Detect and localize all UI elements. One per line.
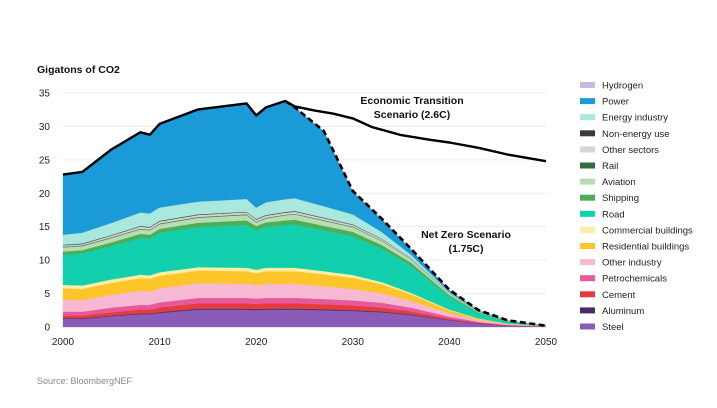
legend-item: Other sectors — [580, 145, 659, 156]
y-axis-title: Gigatons of CO2 — [37, 64, 120, 76]
x-tick-label: 2020 — [245, 337, 268, 348]
legend-swatch — [580, 291, 595, 298]
legend-label: Other industry — [602, 258, 662, 269]
legend-item: Commercial buildings — [580, 225, 693, 236]
legend-item: Power — [580, 97, 629, 108]
economic-transition-label-line1: Economic Transition — [360, 95, 463, 107]
y-tick-label: 0 — [44, 323, 50, 334]
legend-swatch — [580, 130, 595, 137]
economic-transition-label: Economic Transition Scenario (2.6C) — [360, 95, 463, 121]
legend-swatch — [580, 259, 595, 266]
legend: Hydrogen Power Energy industry Non-energy u… — [580, 81, 693, 333]
legend-swatch — [580, 275, 595, 282]
legend-label: Non-energy use — [602, 129, 670, 140]
y-tick-label: 30 — [39, 122, 51, 133]
x-tick-label: 2050 — [535, 337, 558, 348]
legend-item: Petrochemicals — [580, 274, 667, 285]
y-tick-label: 35 — [39, 89, 51, 100]
x-tick-labels: 2000 2010 2020 2030 2040 2050 — [52, 337, 558, 348]
legend-swatch — [580, 114, 595, 121]
y-tick-label: 5 — [44, 289, 50, 300]
y-tick-label: 10 — [39, 256, 51, 267]
legend-swatch — [580, 98, 595, 105]
net-zero-label-line2: (1.75C) — [448, 243, 483, 255]
y-tick-label: 20 — [39, 189, 51, 200]
net-zero-line — [284, 99, 547, 327]
stacked-areas — [62, 100, 547, 328]
legend-label: Power — [602, 97, 629, 108]
legend-item: Shipping — [580, 193, 639, 204]
net-zero-label: Net Zero Scenario (1.75C) — [421, 229, 511, 255]
x-tick-label: 2040 — [438, 337, 461, 348]
legend-item: Hydrogen — [580, 81, 643, 92]
legend-swatch — [580, 210, 595, 217]
legend-swatch — [580, 243, 595, 249]
legend-swatch — [580, 146, 595, 153]
legend-label: Steel — [602, 322, 624, 333]
x-tick-label: 2010 — [148, 337, 171, 348]
legend-item: Aviation — [580, 177, 636, 188]
legend-label: Shipping — [602, 193, 639, 204]
legend-label: Hydrogen — [602, 81, 643, 92]
legend-label: Cement — [602, 290, 636, 301]
net-zero-label-line1: Net Zero Scenario — [421, 229, 511, 241]
legend-item: Road — [580, 209, 625, 220]
y-tick-label: 15 — [39, 222, 51, 233]
legend-label: Rail — [602, 161, 618, 172]
y-tick-labels: 0 5 10 15 20 25 30 35 — [39, 89, 51, 334]
legend-item: Steel — [580, 322, 624, 333]
legend-item: Non-energy use — [580, 129, 670, 140]
legend-swatch — [580, 323, 595, 330]
legend-label: Aviation — [602, 177, 636, 188]
legend-label: Aluminum — [602, 306, 644, 317]
legend-label: Other sectors — [602, 145, 659, 156]
legend-item: Other industry — [580, 258, 662, 269]
legend-label: Residential buildings — [602, 242, 689, 253]
legend-swatch — [580, 82, 595, 88]
legend-swatch — [580, 226, 595, 233]
legend-item: Rail — [580, 161, 618, 172]
legend-item: Cement — [580, 290, 636, 301]
legend-item: Aluminum — [580, 306, 644, 317]
legend-item: Energy industry — [580, 113, 668, 124]
legend-swatch — [580, 178, 595, 185]
economic-transition-label-line2: Scenario (2.6C) — [374, 109, 450, 121]
legend-swatch — [580, 307, 595, 314]
y-tick-label: 25 — [39, 155, 51, 166]
source-note: Source: BloombergNEF — [37, 376, 133, 386]
legend-label: Energy industry — [602, 113, 668, 124]
x-tick-label: 2030 — [342, 337, 365, 348]
legend-swatch — [580, 194, 595, 201]
legend-label: Road — [602, 209, 625, 220]
legend-swatch — [580, 162, 595, 169]
legend-label: Commercial buildings — [602, 225, 693, 236]
scenario-lines — [62, 99, 547, 327]
legend-item: Residential buildings — [580, 242, 689, 253]
x-tick-label: 2000 — [52, 337, 75, 348]
legend-label: Petrochemicals — [602, 274, 667, 285]
